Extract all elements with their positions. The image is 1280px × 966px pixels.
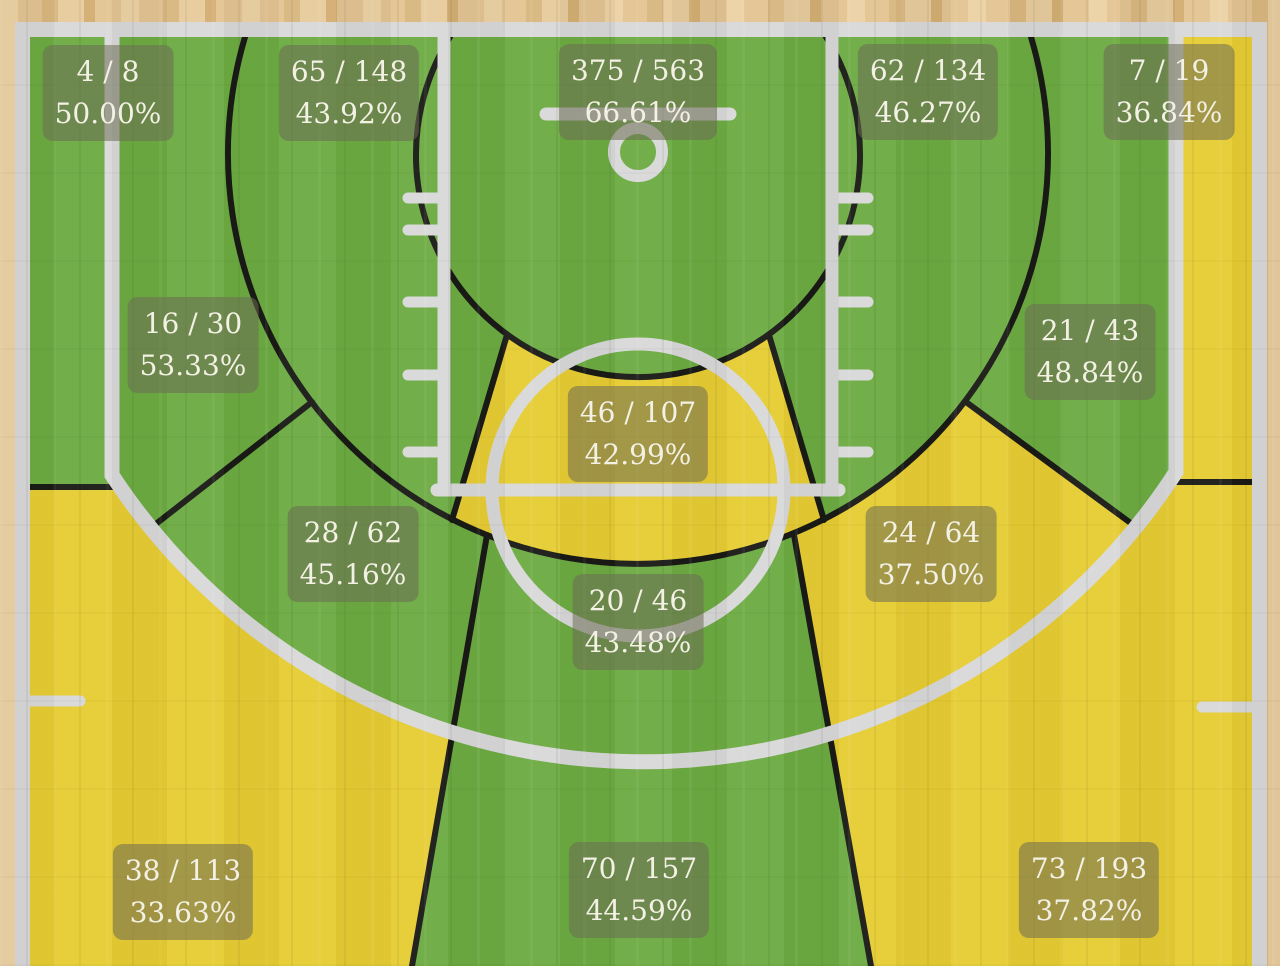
inner-zone-arc: [413, 34, 863, 380]
zone-label-top-key-midrange: 20 / 46 43.48%: [572, 574, 704, 670]
right-baseline-divider: [963, 399, 1135, 527]
zone-made-attempts: 46 / 107: [579, 396, 697, 429]
zone-label-left-baseline-close: 65 / 148 43.92%: [278, 45, 420, 141]
zone-made-attempts: 7 / 19: [1128, 54, 1210, 87]
zone-left-wing-3: [30, 475, 454, 966]
zone-made-attempts: 62 / 134: [869, 54, 987, 87]
zone-made-attempts: 20 / 46: [588, 584, 688, 617]
zone-label-left-corner-3: 4 / 8 50.00%: [42, 45, 174, 141]
left-baseline-divider: [149, 399, 315, 530]
zone-label-paint-non-restricted: 46 / 107 42.99%: [567, 386, 709, 482]
zone-label-top-arc-3: 70 / 157 44.59%: [568, 842, 710, 938]
court-boundary: [15, 22, 1267, 966]
zone-percentage: 36.84%: [1115, 96, 1223, 129]
zone-label-left-wing-midrange: 28 / 62 45.16%: [287, 506, 419, 602]
zone-percentage: 50.00%: [54, 97, 162, 130]
zone-label-right-wing-midrange: 24 / 64 37.50%: [865, 506, 997, 602]
zone-made-attempts: 375 / 563: [570, 54, 706, 87]
zone-percentage: 66.61%: [584, 96, 692, 129]
zone-label-right-wing-3: 73 / 193 37.82%: [1018, 842, 1160, 938]
zone-percentage: 37.82%: [1035, 894, 1143, 927]
zone-percentage: 43.92%: [295, 97, 403, 130]
zone-percentage: 37.50%: [877, 558, 985, 591]
zone-made-attempts: 65 / 148: [290, 55, 408, 88]
zone-label-restricted-area: 375 / 563 66.61%: [558, 44, 718, 140]
zone-percentage: 53.33%: [139, 349, 247, 382]
zone-made-attempts: 38 / 113: [124, 854, 242, 887]
zone-made-attempts: 24 / 64: [881, 516, 981, 549]
zone-label-left-baseline-midrange: 16 / 30 53.33%: [127, 297, 259, 393]
zone-percentage: 44.59%: [585, 894, 693, 927]
zone-made-attempts: 73 / 193: [1030, 852, 1148, 885]
zone-label-right-baseline-midrange: 21 / 43 48.84%: [1024, 304, 1156, 400]
lane-hash-marks: [402, 192, 874, 458]
left-wing-divider: [409, 532, 490, 966]
zone-made-attempts: 28 / 62: [303, 516, 403, 549]
zone-percentage: 45.16%: [299, 558, 407, 591]
zone-percentage: 43.48%: [584, 626, 692, 659]
zone-percentage: 33.63%: [129, 896, 237, 929]
zone-percentage: 46.27%: [874, 96, 982, 129]
outer-zone-arc: [225, 34, 1051, 567]
zone-made-attempts: 21 / 43: [1040, 314, 1140, 347]
zone-percentage: 42.99%: [584, 438, 692, 471]
zone-made-attempts: 70 / 157: [580, 852, 698, 885]
zone-label-left-wing-3: 38 / 113 33.63%: [112, 844, 254, 940]
zone-label-right-corner-3: 7 / 19 36.84%: [1103, 44, 1235, 140]
zone-right-corner-3: [1175, 37, 1253, 482]
zone-made-attempts: 16 / 30: [143, 307, 243, 340]
right-wing-divider: [791, 532, 874, 966]
zone-made-attempts: 4 / 8: [76, 55, 140, 88]
zone-percentage: 48.84%: [1036, 356, 1144, 389]
zone-label-right-baseline-close: 62 / 134 46.27%: [857, 44, 999, 140]
three-point-line: [104, 29, 1184, 770]
